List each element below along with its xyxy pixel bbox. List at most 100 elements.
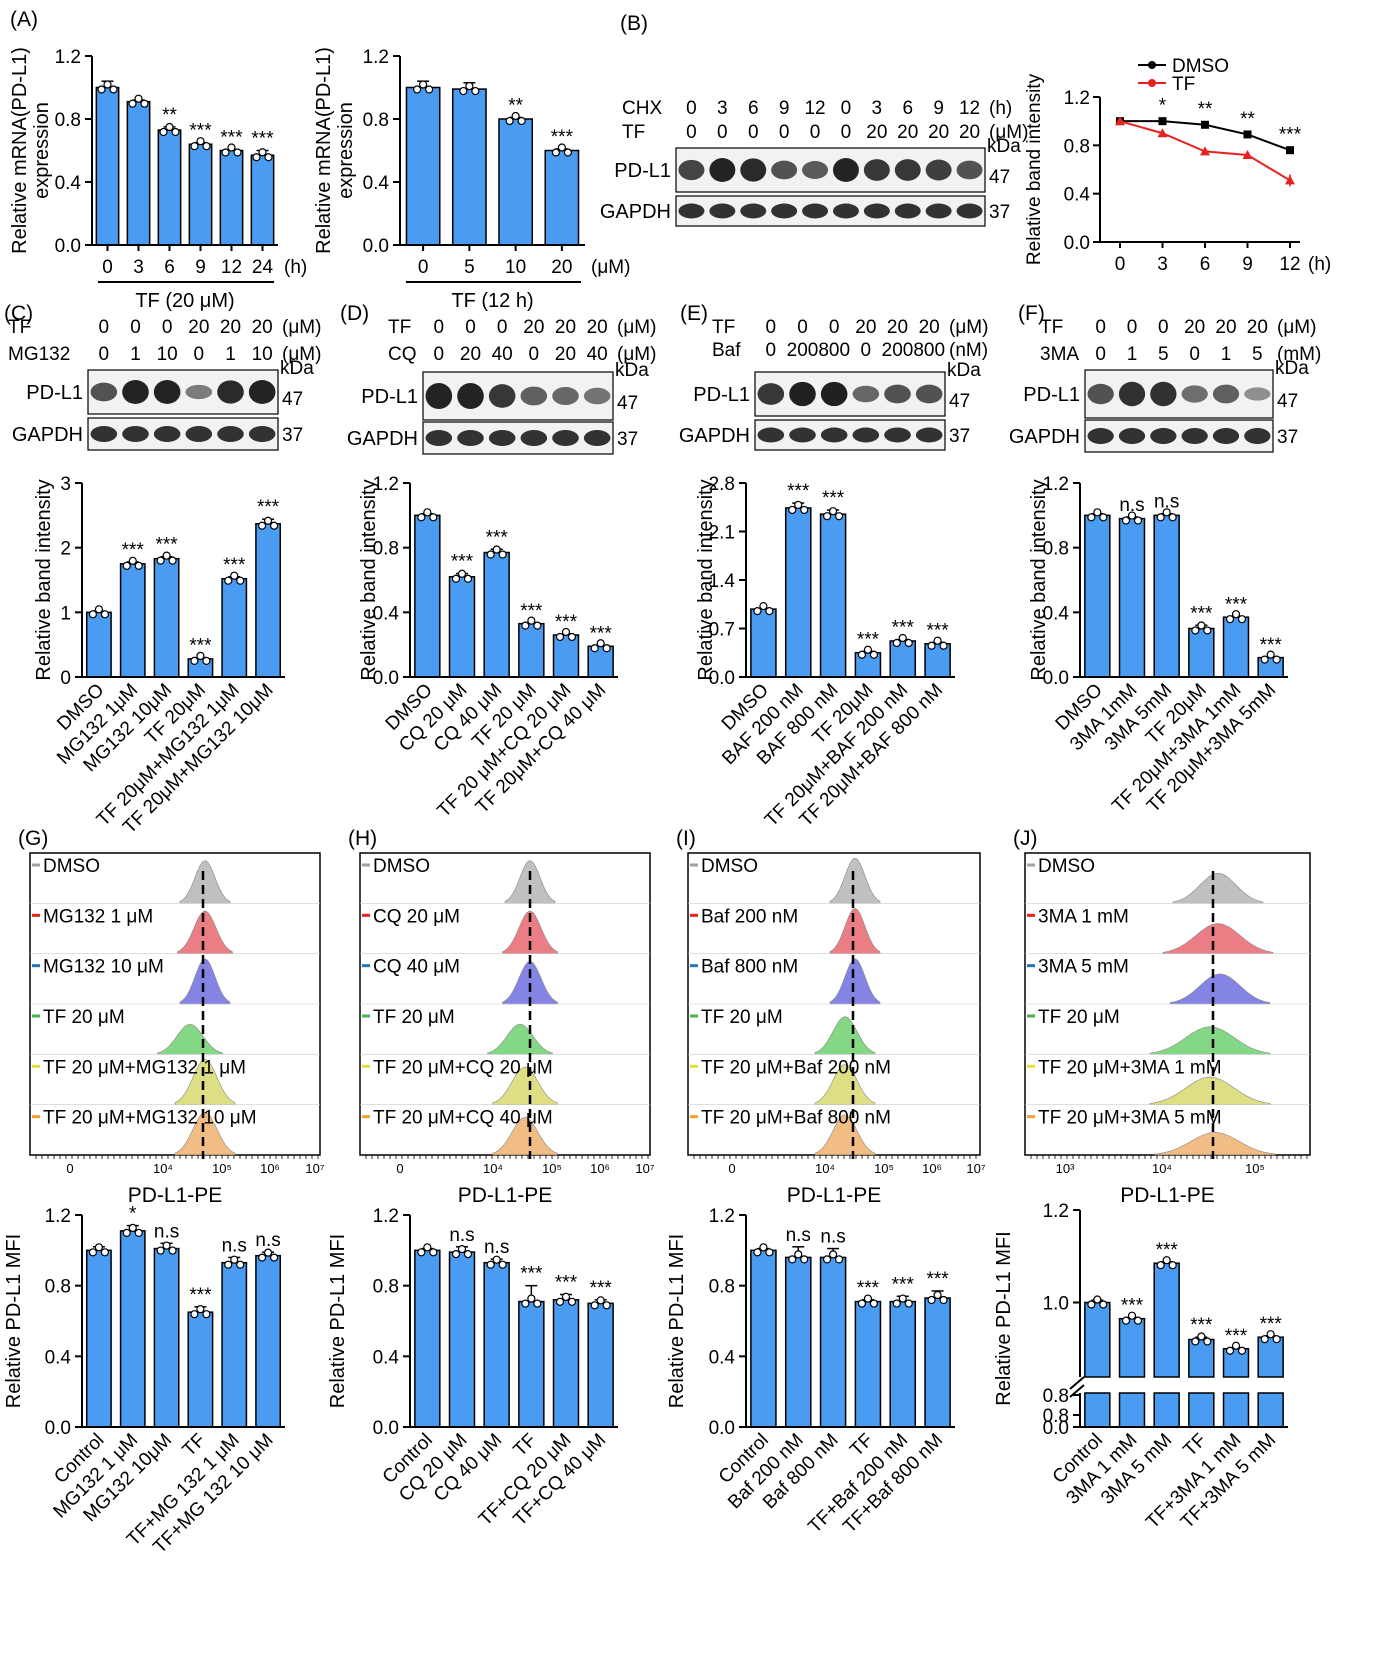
data-point — [794, 500, 803, 510]
protein-band — [583, 430, 611, 446]
data-point — [196, 137, 205, 146]
lane-label: 0 — [797, 317, 808, 338]
protein-band — [1150, 381, 1177, 407]
histogram-curve — [1169, 973, 1271, 1005]
y-tick-label: 0.4 — [709, 1347, 736, 1368]
x-tick-label: 10⁴ — [483, 1161, 503, 1176]
x-tick-label: 0 — [1115, 254, 1126, 275]
band-label: PD-L1 — [361, 386, 418, 408]
significance-label: *** — [451, 552, 474, 573]
panel-label: (E) — [680, 302, 708, 325]
lane-label: 40 — [587, 344, 608, 365]
protein-band — [1244, 387, 1271, 401]
y-tick-label: 0.7 — [709, 620, 735, 641]
protein-band — [802, 161, 829, 179]
blot-membrane — [87, 417, 279, 451]
unit-label: (μM) — [282, 317, 321, 338]
x-tick-label: 0 — [66, 1161, 73, 1176]
data-point — [94, 1243, 104, 1252]
protein-band — [248, 380, 276, 404]
protein-band — [678, 159, 705, 181]
data-point — [863, 1294, 873, 1303]
significance-label: *** — [590, 623, 613, 644]
panel-label: (G) — [18, 827, 48, 850]
lane-label: 40 — [492, 344, 513, 365]
data-point — [221, 148, 230, 157]
x-tick-label: 10⁴ — [1152, 1161, 1172, 1176]
histogram-label: Baf 200 nM — [701, 906, 798, 927]
data-point — [1191, 626, 1200, 635]
axis-break-gap — [1068, 1377, 1290, 1393]
data-point — [834, 1255, 844, 1264]
data-point — [1197, 1332, 1206, 1341]
data-point — [100, 1248, 110, 1257]
x-category-label: 9 — [195, 257, 206, 278]
data-point — [1162, 1256, 1171, 1265]
protein-band — [884, 384, 911, 404]
panel-label: (D) — [340, 302, 369, 325]
histogram-curve — [487, 1023, 553, 1055]
y-axis-label: Relative band intensity — [695, 479, 717, 680]
y-tick-label: 0.4 — [363, 173, 390, 194]
data-point — [140, 99, 149, 108]
y-tick-label: 0.8 — [373, 1277, 399, 1298]
x-unit-label: (h) — [284, 257, 307, 278]
data-point — [788, 1255, 797, 1264]
y-tick-label: 0.8 — [45, 1277, 71, 1298]
lane-label: 800 — [818, 340, 850, 361]
lane-label: 0 — [686, 122, 697, 143]
x-tick-label: 10⁶ — [922, 1161, 942, 1176]
lane-label: 0 — [1189, 344, 1200, 365]
data-point — [128, 99, 137, 108]
y-tick-label: 0.0 — [45, 1418, 71, 1439]
data-point — [459, 86, 468, 96]
x-category-label: 0 — [418, 257, 429, 278]
band-label: GAPDH — [12, 424, 83, 446]
data-point — [1231, 610, 1241, 619]
protein-band — [90, 382, 118, 402]
protein-band — [1181, 385, 1208, 403]
bar — [552, 1299, 580, 1428]
data-point — [898, 633, 907, 643]
protein-band — [894, 203, 921, 219]
data-point — [168, 1246, 177, 1255]
data-point — [828, 1250, 838, 1259]
bar — [250, 154, 275, 246]
data-point — [227, 143, 236, 152]
significance-label: *** — [1225, 1326, 1248, 1347]
data-point — [933, 1290, 942, 1300]
y-tick-label: 2.8 — [709, 474, 735, 495]
data-point — [429, 513, 438, 522]
y-tick-label: 0.4 — [373, 603, 400, 624]
significance-label: *** — [787, 481, 810, 502]
data-point — [551, 148, 560, 157]
significance-label: *** — [1190, 603, 1213, 624]
bar — [1153, 1262, 1180, 1378]
data-point — [1200, 146, 1210, 156]
data-point — [103, 80, 112, 89]
protein-band — [915, 384, 943, 404]
kda-label: kDa — [280, 358, 314, 379]
lane-label: 6 — [902, 98, 913, 119]
mw-label: 37 — [1277, 427, 1298, 448]
lane-label: 1 — [130, 344, 141, 365]
protein-band — [552, 386, 579, 406]
bar — [255, 522, 282, 678]
lane-label: 20 — [220, 317, 241, 338]
data-point — [904, 638, 913, 648]
lane-label: 5 — [1252, 344, 1263, 365]
data-point — [822, 1255, 832, 1264]
bar — [1084, 514, 1111, 678]
data-point — [563, 148, 572, 157]
lane-label: 20 — [887, 317, 908, 338]
y-tick-label: 1.2 — [373, 1206, 399, 1227]
data-point — [863, 645, 873, 654]
data-point — [1121, 516, 1131, 525]
significance-label: *** — [892, 1274, 915, 1295]
significance-label: *** — [555, 1273, 578, 1294]
data-point — [465, 81, 474, 91]
bar — [1118, 1317, 1146, 1378]
data-point — [168, 556, 177, 565]
data-point — [457, 569, 467, 578]
blot-membrane — [422, 421, 614, 455]
